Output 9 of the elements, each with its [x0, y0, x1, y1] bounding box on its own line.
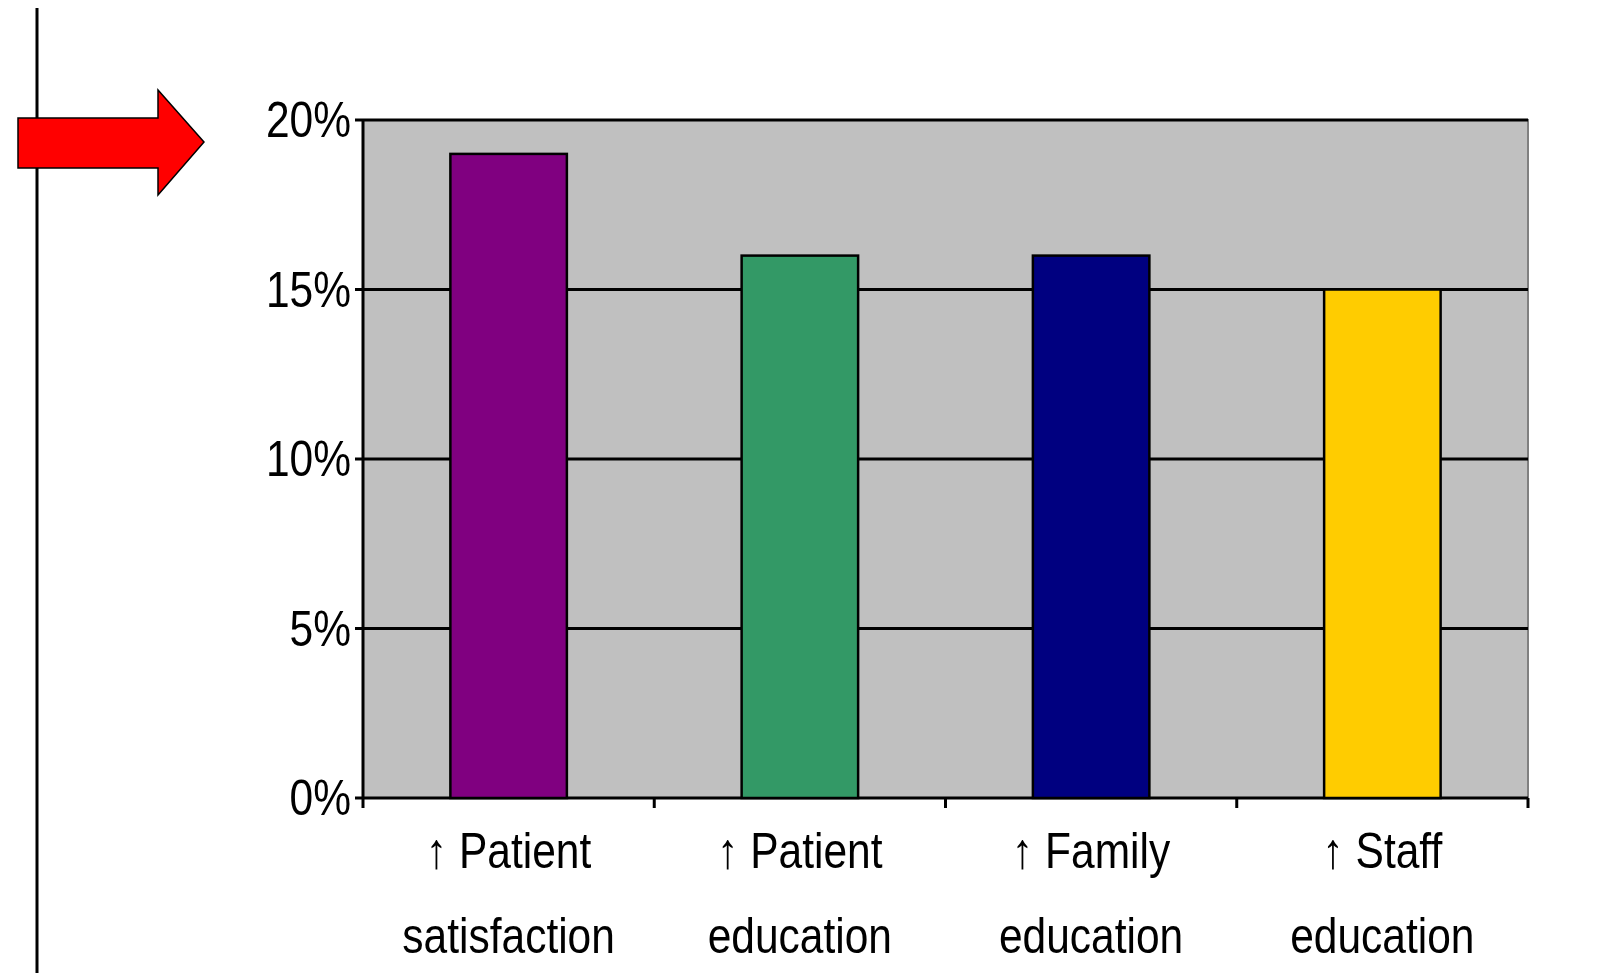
x-tick-label: ↑ Patient education [707, 822, 893, 964]
x-tick-label: ↑ Patient satisfaction [402, 822, 615, 964]
x-tick-label: ↑ Staff education [1290, 822, 1475, 964]
y-tick-label: 15% [265, 261, 351, 318]
y-tick-label: 0% [289, 770, 351, 827]
y-tick-label: 20% [265, 92, 351, 149]
x-tick-label: ↑ Family education [998, 822, 1184, 964]
y-tick-label: 10% [265, 431, 351, 488]
y-tick-label: 5% [289, 600, 351, 657]
